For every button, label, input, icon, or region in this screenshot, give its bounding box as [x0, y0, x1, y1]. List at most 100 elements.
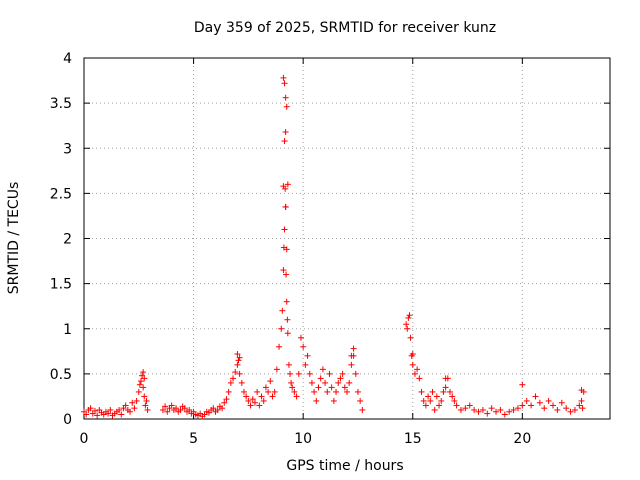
data-point	[289, 384, 296, 391]
data-point	[293, 393, 300, 400]
data-point	[168, 402, 175, 409]
data-point	[571, 406, 578, 413]
data-point	[245, 397, 252, 404]
data-point	[140, 384, 147, 391]
data-point	[260, 397, 267, 404]
grid-lines	[84, 58, 610, 419]
data-point	[436, 402, 443, 409]
data-point	[442, 384, 449, 391]
data-point	[91, 407, 98, 414]
data-point	[227, 379, 234, 386]
data-point	[243, 393, 250, 400]
data-point	[164, 408, 171, 415]
data-point	[519, 402, 526, 409]
data-point	[554, 406, 561, 413]
data-point	[357, 397, 364, 404]
data-point	[536, 399, 543, 406]
data-point	[315, 384, 322, 391]
data-point	[488, 405, 495, 412]
y-tick-label: 3.5	[50, 96, 72, 112]
data-point	[449, 393, 456, 400]
data-point	[346, 379, 353, 386]
data-point	[236, 354, 243, 361]
data-point	[135, 388, 142, 395]
data-point	[177, 406, 184, 413]
data-point	[324, 388, 331, 395]
data-point	[330, 397, 337, 404]
data-point	[438, 397, 445, 404]
data-point	[528, 402, 535, 409]
data-point	[407, 334, 414, 341]
data-point	[352, 370, 359, 377]
data-point	[308, 379, 315, 386]
data-point	[359, 406, 366, 413]
data-point	[83, 411, 90, 418]
data-point	[313, 397, 320, 404]
x-tick-label: 0	[80, 431, 89, 447]
data-point	[256, 402, 263, 409]
y-tick-label: 4	[63, 51, 72, 67]
data-point	[578, 397, 585, 404]
data-point	[87, 405, 94, 412]
data-point	[281, 138, 288, 145]
data-points	[81, 74, 587, 420]
x-tick-label: 15	[404, 431, 422, 447]
data-point	[306, 370, 313, 377]
y-axis-label: SRMTID / TECUs	[6, 182, 22, 295]
data-point	[283, 271, 290, 278]
data-point	[219, 405, 226, 412]
data-point	[118, 411, 125, 418]
data-point	[545, 397, 552, 404]
data-point	[280, 183, 287, 190]
data-point	[354, 388, 361, 395]
data-point	[433, 393, 440, 400]
data-point	[262, 384, 269, 391]
data-point	[311, 388, 318, 395]
data-point	[285, 361, 292, 368]
data-point	[497, 406, 504, 413]
data-point	[344, 388, 350, 395]
data-point	[404, 325, 411, 332]
data-point	[284, 181, 291, 188]
x-axis-label: GPS time / hours	[286, 458, 403, 474]
data-point	[210, 405, 217, 412]
data-point	[284, 316, 291, 323]
data-point	[579, 405, 586, 412]
data-point	[576, 402, 583, 409]
data-point	[341, 384, 348, 391]
data-point	[129, 399, 136, 406]
data-point	[162, 403, 169, 410]
data-point	[466, 402, 473, 409]
data-point	[230, 375, 237, 382]
data-point	[348, 361, 355, 368]
y-tick-label: 0	[63, 412, 72, 428]
data-point	[127, 408, 134, 415]
data-point	[493, 408, 500, 415]
data-point	[510, 406, 517, 413]
data-point	[440, 388, 447, 395]
data-point	[514, 405, 521, 412]
data-point	[541, 405, 548, 412]
data-point	[442, 375, 449, 382]
data-point	[282, 94, 289, 101]
data-point	[235, 357, 242, 364]
data-point	[348, 352, 355, 359]
data-point	[326, 370, 333, 377]
data-point	[422, 402, 429, 409]
data-point	[416, 375, 423, 382]
data-point	[283, 103, 290, 110]
data-point	[501, 411, 508, 418]
data-point	[506, 408, 513, 415]
data-point	[337, 375, 344, 382]
data-point	[234, 361, 241, 368]
data-point	[136, 381, 143, 388]
y-tick-label: 2	[63, 232, 72, 248]
data-point	[427, 397, 434, 404]
data-point	[479, 406, 486, 413]
data-point	[251, 399, 258, 406]
data-point	[107, 406, 114, 413]
data-point	[279, 307, 286, 314]
data-point	[236, 370, 243, 377]
data-point	[317, 375, 324, 382]
